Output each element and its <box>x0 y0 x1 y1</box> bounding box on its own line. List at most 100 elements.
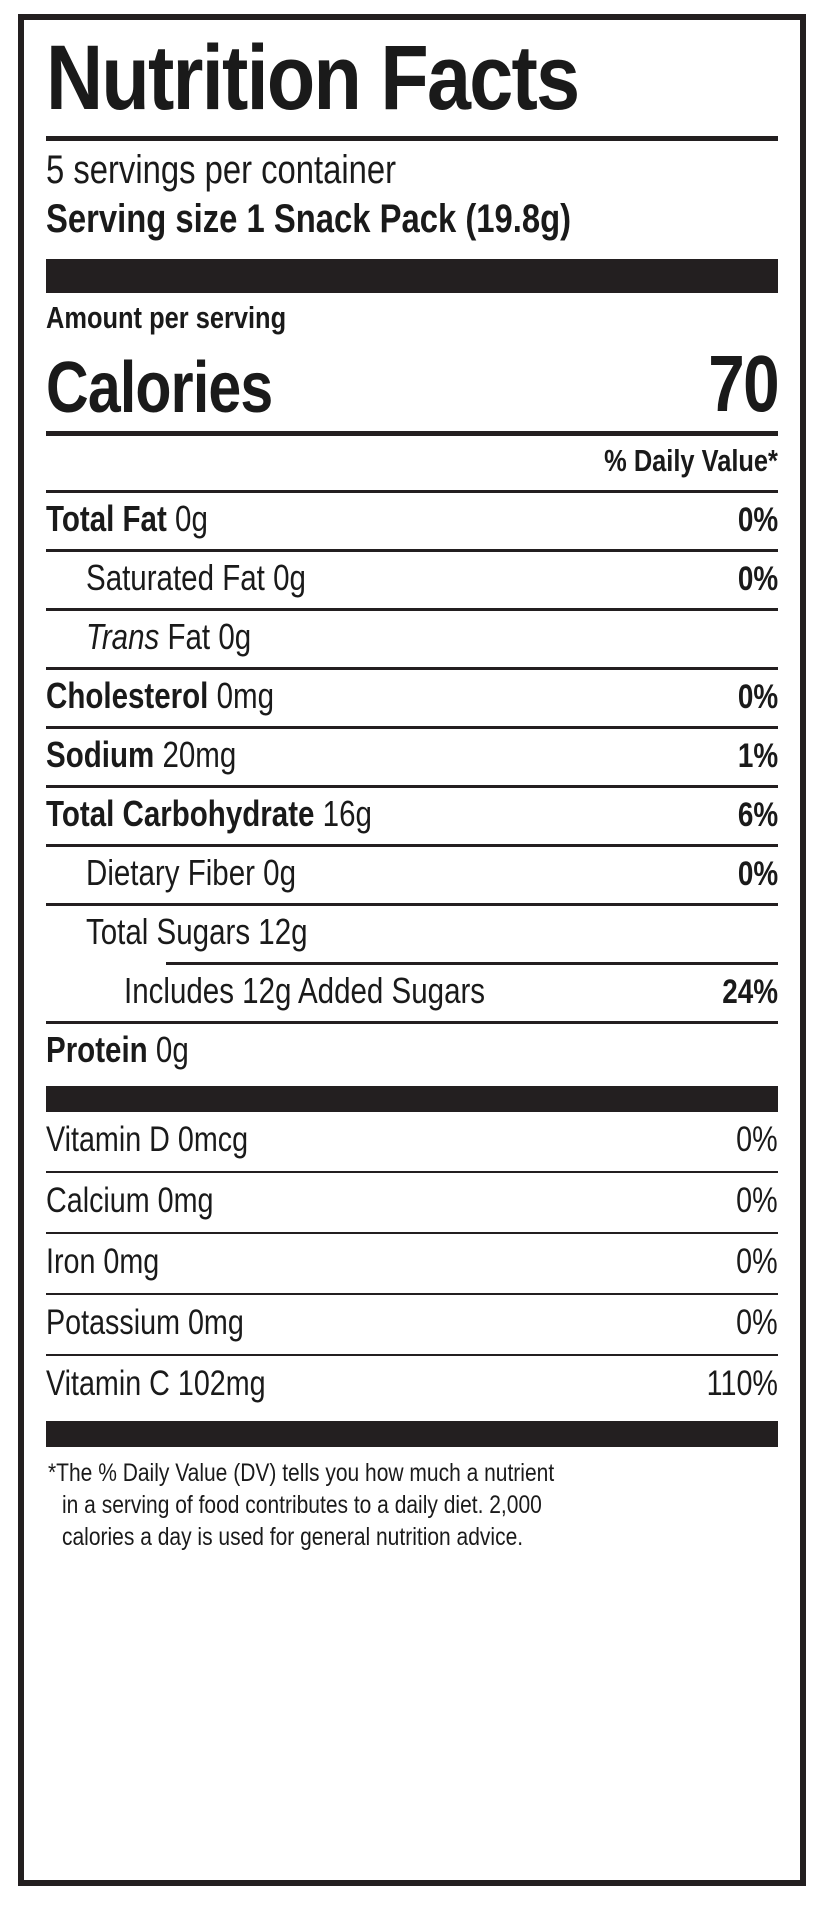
vitamin-c-name: Vitamin C 102mg <box>46 1364 266 1403</box>
daily-value-header: % Daily Value* <box>46 436 778 490</box>
vitamin-c-dv: 110% <box>691 1364 778 1403</box>
sodium-dv-text: 1% <box>737 737 778 775</box>
trans-fat-label: Trans Fat 0g <box>86 616 287 657</box>
footnote-line-3-text: calories a day is used for general nutri… <box>62 1523 524 1551</box>
vitamin-c-label: Vitamin C 102mg <box>46 1364 314 1403</box>
cholesterol-dv-text: 0% <box>737 678 778 716</box>
dietary-fiber-label: Dietary Fiber 0g <box>86 852 342 893</box>
added-sugars-label: Includes 12g Added Sugars <box>124 970 564 1011</box>
total-fat-amount: 0g <box>175 498 208 539</box>
thick-bar-top <box>46 259 778 293</box>
rule <box>46 549 778 552</box>
iron-name: Iron 0mg <box>46 1242 160 1281</box>
total-fat-dv-text: 0% <box>737 501 778 539</box>
cholesterol-name: Cholesterol <box>46 675 209 716</box>
saturated-fat-label: Saturated Fat 0g <box>86 557 354 598</box>
nutrient-row-dietary-fiber: Dietary Fiber 0g 0% <box>46 847 778 903</box>
calcium-label: Calcium 0mg <box>46 1181 250 1220</box>
sodium-name: Sodium <box>46 734 155 775</box>
nutrient-row-protein: Protein 0g <box>46 1024 778 1080</box>
added-sugars-dv: 24% <box>710 973 778 1011</box>
sodium-dv: 1% <box>729 737 778 775</box>
saturated-fat-dv: 0% <box>729 560 778 598</box>
calories-value-text: 70 <box>708 339 778 423</box>
vitamin-d-dv: 0% <box>727 1120 778 1159</box>
nutrition-facts-label: Nutrition Facts 5 servings per container… <box>18 14 806 1886</box>
nutrient-row-total-sugars: Total Sugars 12g <box>46 906 778 962</box>
saturated-fat-dv-text: 0% <box>737 560 778 598</box>
sodium-label: Sodium 20mg <box>46 734 278 775</box>
total-carbohydrate-name: Total Carbohydrate <box>46 793 315 834</box>
protein-amount: 0g <box>155 1029 189 1070</box>
total-carbohydrate-dv-text: 6% <box>737 796 778 834</box>
potassium-name: Potassium 0mg <box>46 1303 244 1342</box>
amount-per-serving-text: Amount per serving <box>46 300 287 335</box>
calcium-dv-text: 0% <box>736 1181 778 1220</box>
protein-name: Protein <box>46 1029 148 1070</box>
thick-bar-footnote <box>46 1421 778 1447</box>
potassium-dv: 0% <box>727 1303 778 1342</box>
total-sugars-label: Total Sugars 12g <box>86 911 356 952</box>
calcium-name: Calcium 0mg <box>46 1181 214 1220</box>
iron-dv: 0% <box>727 1242 778 1281</box>
dietary-fiber-dv-text: 0% <box>737 855 778 893</box>
footnote: *The % Daily Value (DV) tells you how mu… <box>46 1447 778 1553</box>
daily-value-header-text: % Daily Value* <box>604 443 778 478</box>
footnote-line-1: *The % Daily Value (DV) tells you how mu… <box>48 1457 772 1489</box>
nutrient-row-trans-fat: Trans Fat 0g <box>46 611 778 667</box>
footnote-line-1-text: *The % Daily Value (DV) tells you how mu… <box>48 1459 555 1487</box>
rule-under-title <box>46 136 778 141</box>
sodium-amount: 20mg <box>162 734 237 775</box>
calories-label-text: Calories <box>46 347 273 423</box>
cholesterol-amount: 0mg <box>216 675 275 716</box>
added-sugars-dv-text: 24% <box>722 973 778 1011</box>
spacer <box>46 423 778 431</box>
page-title: Nutrition Facts <box>46 20 778 136</box>
footnote-line-2-text: in a serving of food contributes to a da… <box>62 1491 542 1519</box>
rule <box>46 785 778 788</box>
footnote-line-3: calories a day is used for general nutri… <box>48 1521 772 1553</box>
vitamin-d-label: Vitamin D 0mcg <box>46 1120 292 1159</box>
footnote-line-2: in a serving of food contributes to a da… <box>48 1489 772 1521</box>
calories-value: 70 <box>693 339 778 423</box>
title-text: Nutrition Facts <box>46 27 580 129</box>
serving-size-text: Serving size 1 Snack Pack (19.8g) <box>46 197 572 241</box>
dietary-fiber-name: Dietary Fiber 0g <box>86 852 297 893</box>
rule <box>46 903 778 906</box>
nutrient-row-added-sugars: Includes 12g Added Sugars 24% <box>46 965 778 1021</box>
dietary-fiber-dv: 0% <box>729 855 778 893</box>
rule <box>46 726 778 729</box>
added-sugars-name: Includes 12g Added Sugars <box>124 970 486 1011</box>
total-carbohydrate-amount: 16g <box>322 793 372 834</box>
servings-per-container: 5 servings per container <box>46 141 778 197</box>
vitamin-row-vitamin-d: Vitamin D 0mcg 0% <box>46 1112 778 1171</box>
rule <box>46 1171 778 1173</box>
total-sugars-name: Total Sugars 12g <box>86 911 308 952</box>
total-fat-dv: 0% <box>729 501 778 539</box>
trans-fat-italic-name: Trans <box>86 616 160 657</box>
vitamin-row-vitamin-c: Vitamin C 102mg 110% <box>46 1356 778 1415</box>
rule <box>46 1232 778 1234</box>
total-fat-name: Total Fat <box>46 498 167 539</box>
rule <box>46 844 778 847</box>
rule-under-dv-header <box>46 490 778 493</box>
rule-indented <box>166 962 778 965</box>
servings-per-container-text: 5 servings per container <box>46 148 397 192</box>
calcium-dv: 0% <box>727 1181 778 1220</box>
vitamin-row-potassium: Potassium 0mg 0% <box>46 1295 778 1354</box>
vitamin-row-iron: Iron 0mg 0% <box>46 1234 778 1293</box>
nutrient-row-saturated-fat: Saturated Fat 0g 0% <box>46 552 778 608</box>
vitamin-row-calcium: Calcium 0mg 0% <box>46 1173 778 1232</box>
calories-row: Calories 70 <box>46 339 778 423</box>
cholesterol-label: Cholesterol 0mg <box>46 675 324 716</box>
spacer <box>46 249 778 259</box>
rule <box>46 667 778 670</box>
rule <box>46 1354 778 1356</box>
trans-fat-amount: Fat 0g <box>159 616 252 657</box>
serving-size: Serving size 1 Snack Pack (19.8g) <box>46 197 778 249</box>
rule <box>46 1293 778 1295</box>
amount-per-serving: Amount per serving <box>46 293 778 339</box>
protein-label: Protein 0g <box>46 1029 220 1070</box>
rule <box>46 1021 778 1024</box>
total-fat-label: Total Fat 0g <box>46 498 243 539</box>
